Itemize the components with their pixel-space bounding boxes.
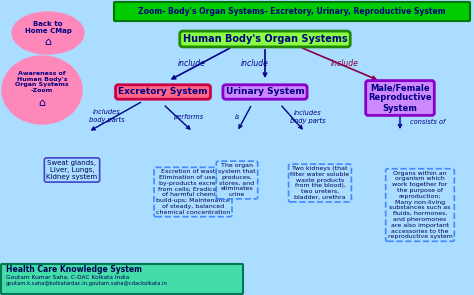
- Text: performs: performs: [173, 114, 203, 120]
- Text: Zoom- Body's Organ Systems- Excretory, Urinary, Reproductive System: Zoom- Body's Organ Systems- Excretory, U…: [138, 7, 446, 16]
- Text: is: is: [234, 114, 240, 120]
- Text: include: include: [178, 58, 206, 68]
- Text: Sweat glands,
Liver, Lungs,
Kidney system: Sweat glands, Liver, Lungs, Kidney syste…: [46, 160, 98, 180]
- Text: Awareness of
Human Body's
Organ Systems
-Zoom: Awareness of Human Body's Organ Systems …: [15, 71, 69, 93]
- Text: include: include: [331, 58, 359, 68]
- Text: Health Care Knowledge System: Health Care Knowledge System: [6, 266, 142, 275]
- Text: Human Body's Organ Systems: Human Body's Organ Systems: [182, 34, 347, 44]
- Text: Back to
Home CMap: Back to Home CMap: [25, 20, 72, 34]
- FancyBboxPatch shape: [1, 264, 243, 294]
- Text: Organs within an
organism which
work together for
the purpose of
reproduction;
M: Organs within an organism which work tog…: [388, 171, 453, 240]
- Text: ⌂: ⌂: [45, 37, 52, 47]
- Text: includes
body parts: includes body parts: [89, 109, 125, 122]
- Ellipse shape: [2, 56, 82, 124]
- Text: goutam.k.saha@kolkatardac.in,goutam.saha@cdackolkata.in: goutam.k.saha@kolkatardac.in,goutam.saha…: [6, 281, 168, 286]
- Text: Excretory System: Excretory System: [118, 88, 208, 96]
- Text: Male/Female
Reproductive
System: Male/Female Reproductive System: [368, 83, 432, 113]
- Text: include: include: [241, 58, 269, 68]
- Text: consists of: consists of: [410, 119, 446, 125]
- Text: Two kidneys (that
filter water soluble
waste products
from the blood),
two urete: Two kidneys (that filter water soluble w…: [291, 166, 349, 200]
- Text: ⌂: ⌂: [38, 98, 46, 108]
- Text: includes
body parts: includes body parts: [290, 110, 326, 124]
- Text: Urinary System: Urinary System: [226, 88, 304, 96]
- Text: The organ
system that
produces,
stores, and
eliminates
urine: The organ system that produces, stores, …: [218, 163, 256, 197]
- Text: Excretion of wastes;
Elimination of useless
by-products excreted
from cells; Era: Excretion of wastes; Elimination of usel…: [156, 169, 230, 215]
- Ellipse shape: [12, 12, 84, 54]
- Text: Goutam Kumar Saha, C-DAC Kolkata India: Goutam Kumar Saha, C-DAC Kolkata India: [6, 275, 129, 279]
- FancyBboxPatch shape: [114, 2, 470, 21]
